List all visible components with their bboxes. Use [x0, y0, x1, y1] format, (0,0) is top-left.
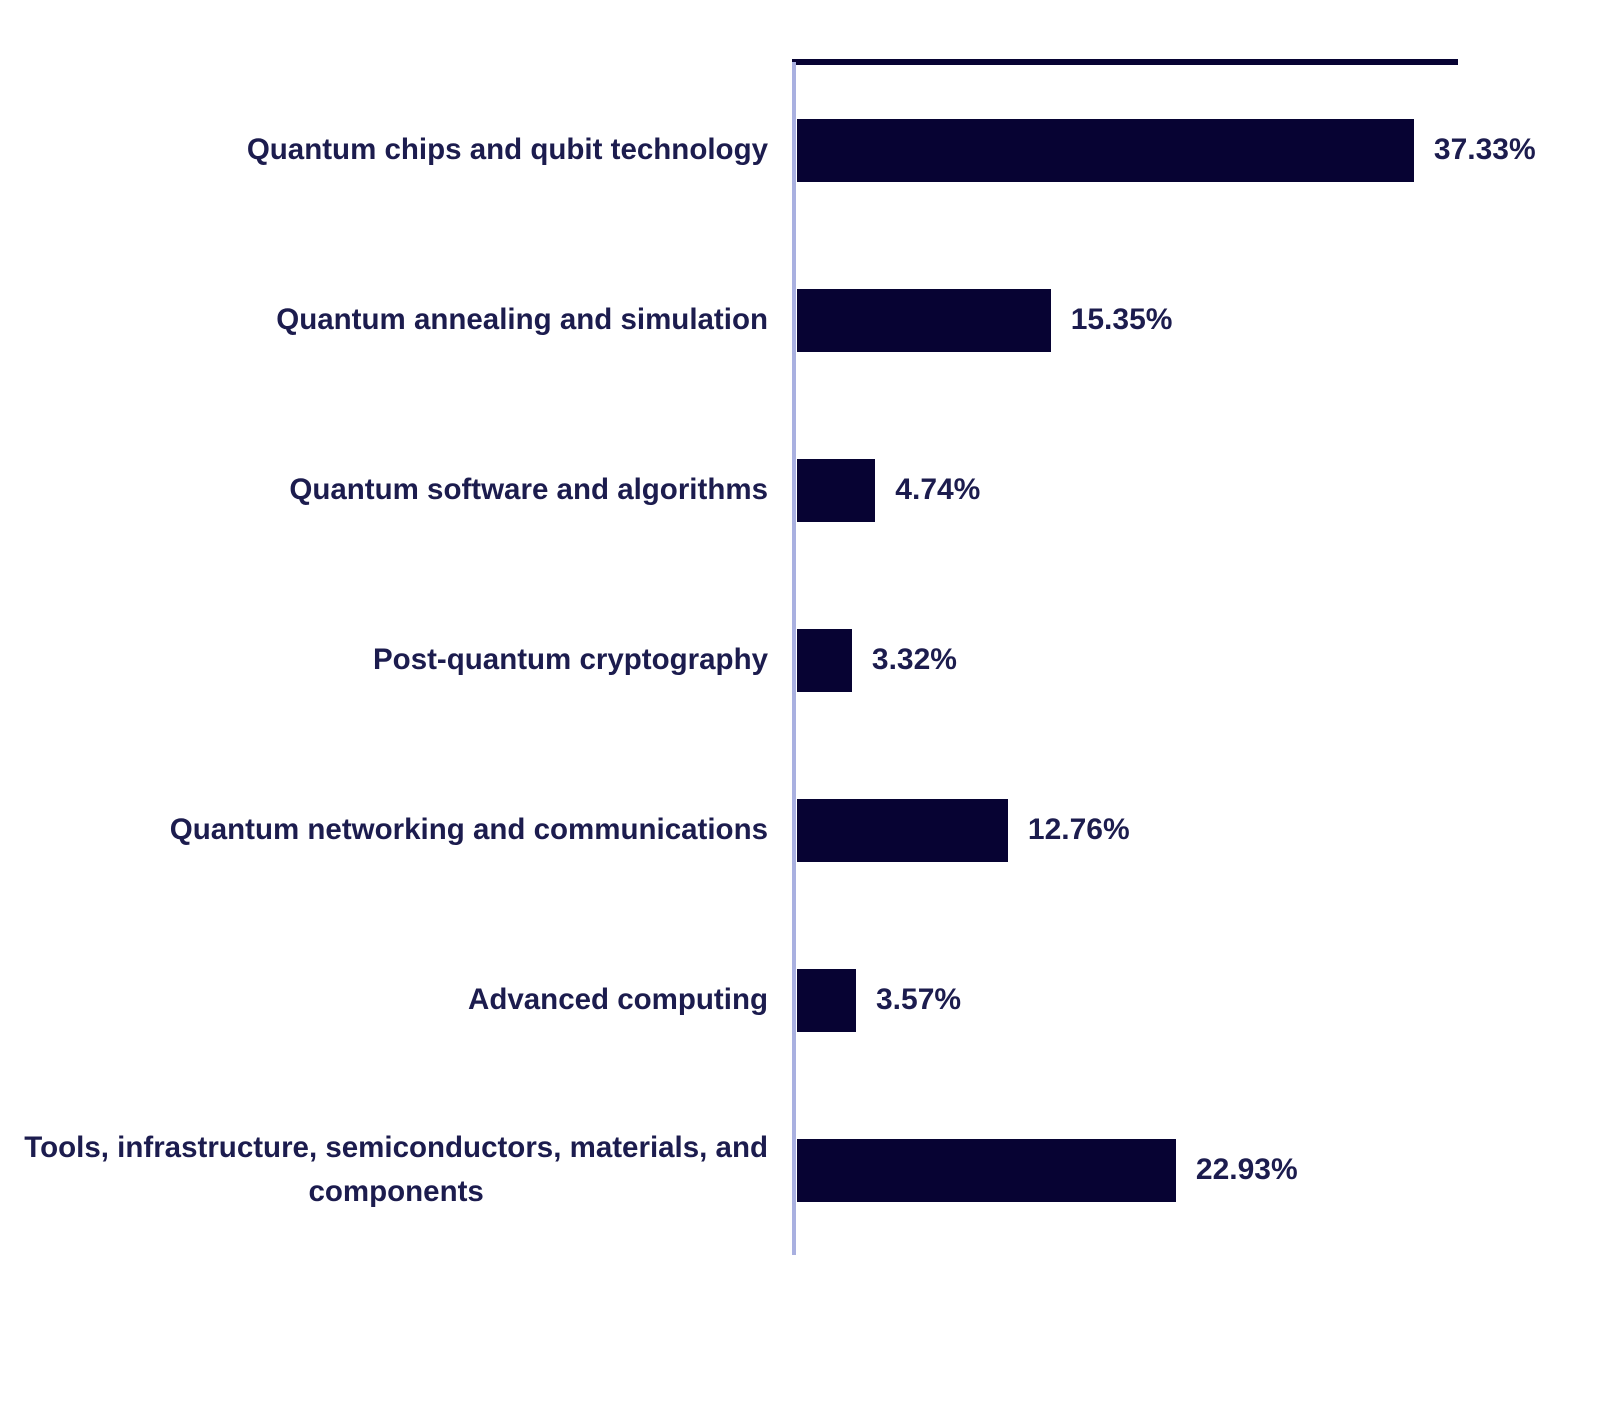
- value-label: 3.57%: [876, 983, 962, 1016]
- value-label: 12.76%: [1027, 813, 1130, 846]
- bar-zone: 15.35%: [797, 235, 1172, 405]
- bar-zone: 3.57%: [797, 915, 961, 1085]
- chart-row: Quantum software and algorithms 4.74%: [0, 405, 1600, 575]
- chart-row: Quantum networking and communications 12…: [0, 745, 1600, 915]
- bar: [797, 628, 852, 692]
- bar: [797, 458, 876, 522]
- category-label: Quantum software and algorithms: [289, 472, 768, 506]
- bar: [797, 288, 1051, 352]
- category-label: Quantum annealing and simulation: [276, 302, 768, 336]
- category-label-cell: Post-quantum cryptography: [0, 638, 768, 682]
- value-label: 37.33%: [1433, 133, 1536, 166]
- category-label: Post-quantum cryptography: [373, 642, 768, 676]
- category-label-cell: Advanced computing: [0, 978, 768, 1022]
- top-axis-line: [792, 59, 1458, 65]
- chart-row: Quantum chips and qubit technology 37.33…: [0, 65, 1600, 235]
- bar: [797, 968, 856, 1032]
- category-label: Tools, infrastructure, semiconductors, m…: [24, 1130, 768, 1208]
- chart-row: Quantum annealing and simulation 15.35%: [0, 235, 1600, 405]
- value-label: 3.32%: [871, 643, 957, 676]
- category-label-cell: Tools, infrastructure, semiconductors, m…: [0, 1126, 768, 1215]
- chart-rows: Quantum chips and qubit technology 37.33…: [0, 65, 1600, 1255]
- bar-zone: 22.93%: [797, 1085, 1298, 1255]
- category-label-cell: Quantum chips and qubit technology: [0, 128, 768, 172]
- bar: [797, 118, 1414, 182]
- category-label-cell: Quantum software and algorithms: [0, 468, 768, 512]
- bar-zone: 3.32%: [797, 575, 957, 745]
- chart-row: Post-quantum cryptography 3.32%: [0, 575, 1600, 745]
- bar: [797, 798, 1008, 862]
- bar-zone: 12.76%: [797, 745, 1130, 915]
- category-label: Quantum networking and communications: [169, 812, 768, 846]
- value-label: 15.35%: [1070, 303, 1173, 336]
- chart-row: Tools, infrastructure, semiconductors, m…: [0, 1085, 1600, 1255]
- category-label-cell: Quantum networking and communications: [0, 808, 768, 852]
- bar: [797, 1138, 1176, 1202]
- value-label: 4.74%: [895, 473, 981, 506]
- category-label: Quantum chips and qubit technology: [246, 132, 768, 166]
- y-axis-line: [792, 62, 796, 1255]
- value-label: 22.93%: [1195, 1153, 1298, 1186]
- bar-zone: 4.74%: [797, 405, 980, 575]
- category-label-cell: Quantum annealing and simulation: [0, 298, 768, 342]
- chart-row: Advanced computing 3.57%: [0, 915, 1600, 1085]
- bar-zone: 37.33%: [797, 65, 1536, 235]
- category-label: Advanced computing: [468, 982, 768, 1016]
